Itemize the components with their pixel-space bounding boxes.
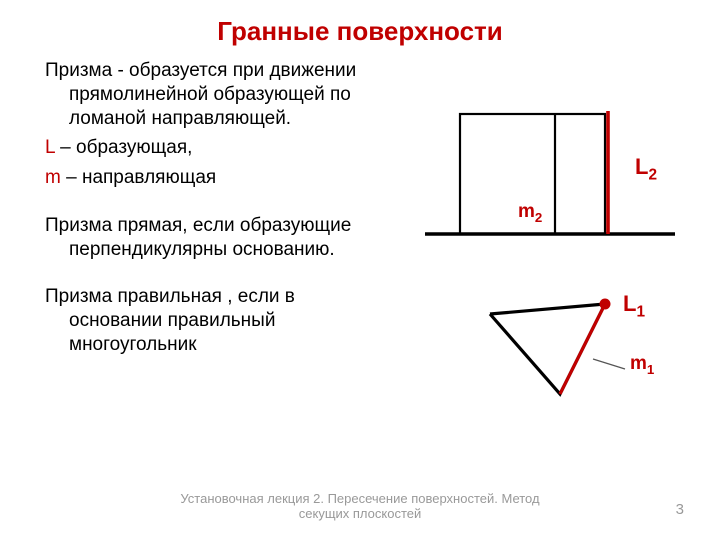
paragraph-straight: Призма прямая, если образующие перпендик…	[45, 214, 390, 262]
label-m2: m2	[518, 201, 542, 225]
spacer-2	[45, 267, 390, 285]
paragraph-regular: Призма правильная , если в основании пра…	[45, 285, 390, 356]
diagram-svg	[400, 59, 700, 419]
red-edge-m1	[560, 304, 605, 394]
vertex-L1-dot	[600, 299, 611, 310]
rest-L: – образующая,	[55, 137, 193, 158]
sym-m: m	[45, 167, 61, 188]
page-number: 3	[676, 501, 684, 518]
paragraph-definition: Призма - образуется при движении прямоли…	[45, 59, 390, 130]
text-column: Призма - образуется при движении прямоли…	[45, 59, 390, 363]
label-L1: L1	[623, 291, 645, 321]
footer: Установочная лекция 2. Пересечение повер…	[0, 491, 720, 522]
rest-m: – направляющая	[61, 167, 216, 188]
leader-line-m1	[593, 359, 625, 369]
base-triangle	[490, 304, 605, 394]
diagram-column: m2 L2 L1 m1	[390, 59, 680, 363]
label-m1: m1	[630, 353, 654, 377]
spacer-1	[45, 196, 390, 214]
sym-L: L	[45, 137, 55, 158]
footer-line2: секущих плоскостей	[299, 506, 422, 521]
paragraph-L: L – образующая,	[45, 136, 390, 160]
content-row: Призма - образуется при движении прямоли…	[0, 59, 720, 363]
page-title: Гранные поверхности	[0, 0, 720, 59]
paragraph-m: m – направляющая	[45, 166, 390, 190]
footer-line1: Установочная лекция 2. Пересечение повер…	[180, 491, 539, 506]
label-L2: L2	[635, 154, 657, 184]
